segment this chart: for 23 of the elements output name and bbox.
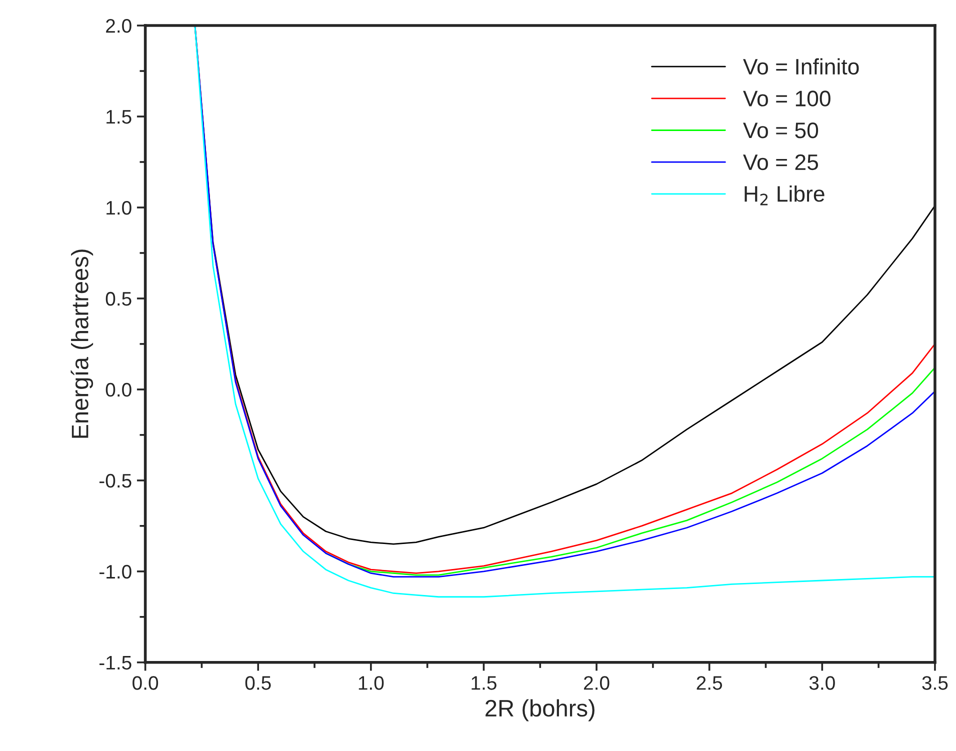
x-tick-label: 0.0	[132, 676, 158, 690]
legend-label: H$_{2}$ Libre	[744, 185, 824, 206]
y-axis-title: Energía (hartrees)	[70, 250, 94, 438]
legend-label: Vo = 50	[743, 122, 818, 138]
x-tick-label: 0.5	[245, 676, 271, 690]
y-tick-label: 1.5	[106, 110, 132, 124]
x-tick-label: 2.0	[584, 676, 610, 690]
x-tick-label: 1.0	[358, 676, 384, 690]
y-tick-label: 2.0	[106, 19, 132, 33]
x-axis-title: 2R (bohrs)	[486, 699, 594, 722]
y-tick-label: 0.5	[106, 292, 132, 306]
x-tick-label: 1.5	[472, 676, 496, 690]
x-tick-label: 3.5	[922, 676, 948, 690]
legend-label: Vo = 100	[743, 90, 830, 106]
x-tick-label: 3.0	[809, 676, 835, 690]
y-tick-label: 0.0	[106, 382, 132, 397]
y-tick-label: 1.0	[106, 200, 132, 215]
legend-label: Vo = 25	[743, 154, 818, 170]
y-tick-label: -0.5	[99, 474, 132, 488]
legend-label: Vo = Infinito	[743, 58, 859, 75]
y-tick-label: -1.0	[99, 564, 132, 579]
y-tick-label: -1.5	[99, 656, 132, 670]
x-tick-label: 2.5	[696, 676, 722, 690]
